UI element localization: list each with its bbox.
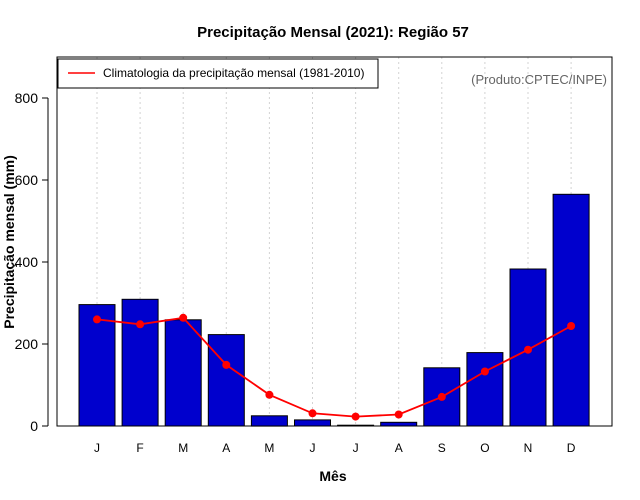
bar <box>380 421 418 427</box>
climatology-point <box>265 390 274 399</box>
climatology-point <box>308 409 317 418</box>
x-tick-label: J <box>353 441 359 455</box>
bar <box>78 304 116 427</box>
x-tick-label: J <box>310 441 316 455</box>
y-tick-label: 600 <box>15 172 39 188</box>
x-tick-label: O <box>480 441 489 455</box>
bar <box>466 352 504 427</box>
bar <box>207 334 245 427</box>
climatology-polyline <box>96 316 572 418</box>
climatology-point <box>351 412 360 421</box>
x-tick-label: S <box>438 441 446 455</box>
climatology-point <box>524 345 532 354</box>
y-tick-label: 800 <box>15 90 39 106</box>
x-tick-label: D <box>567 441 576 455</box>
bar <box>552 193 590 427</box>
x-tick-label: A <box>395 441 403 455</box>
y-tick-label: 200 <box>15 336 39 352</box>
y-axis: 0 200 400 600 800 <box>15 90 49 434</box>
x-tick-label: M <box>264 441 274 455</box>
x-tick-label: N <box>524 441 533 455</box>
y-axis-label: Precipitação mensal (mm) <box>1 155 17 329</box>
legend-entry-climatology: Climatologia da precipitação mensal (198… <box>103 66 364 80</box>
climatology-point <box>394 410 403 419</box>
climatology-point <box>480 367 489 376</box>
bar <box>164 319 202 427</box>
climatology-line <box>93 313 576 421</box>
x-tick-label: J <box>94 441 100 455</box>
climatology-point <box>93 315 101 324</box>
bar <box>294 419 331 427</box>
chart-title: Precipitação Mensal (2021): Região 57 <box>197 24 469 41</box>
plot-frame <box>56 56 613 427</box>
bar <box>250 415 288 427</box>
climatology-point <box>567 322 576 330</box>
climatology-point <box>222 360 231 369</box>
bar <box>121 298 159 427</box>
grid <box>96 57 572 426</box>
climatology-point <box>136 320 145 329</box>
x-tick-label: M <box>178 441 188 455</box>
source-annotation: (Produto:CPTEC/INPE) <box>471 72 607 87</box>
bars <box>78 193 590 427</box>
y-tick-label: 0 <box>30 418 38 434</box>
x-tick-label: A <box>222 441 230 455</box>
legend: Climatologia da precipitação mensal (198… <box>57 58 379 89</box>
x-axis-label: Mês <box>319 468 346 484</box>
legend-box <box>57 58 379 89</box>
climatology-point <box>437 392 446 401</box>
x-tick-label: F <box>136 441 143 455</box>
y-tick-label: 400 <box>15 254 39 270</box>
climatology-point <box>179 313 188 322</box>
